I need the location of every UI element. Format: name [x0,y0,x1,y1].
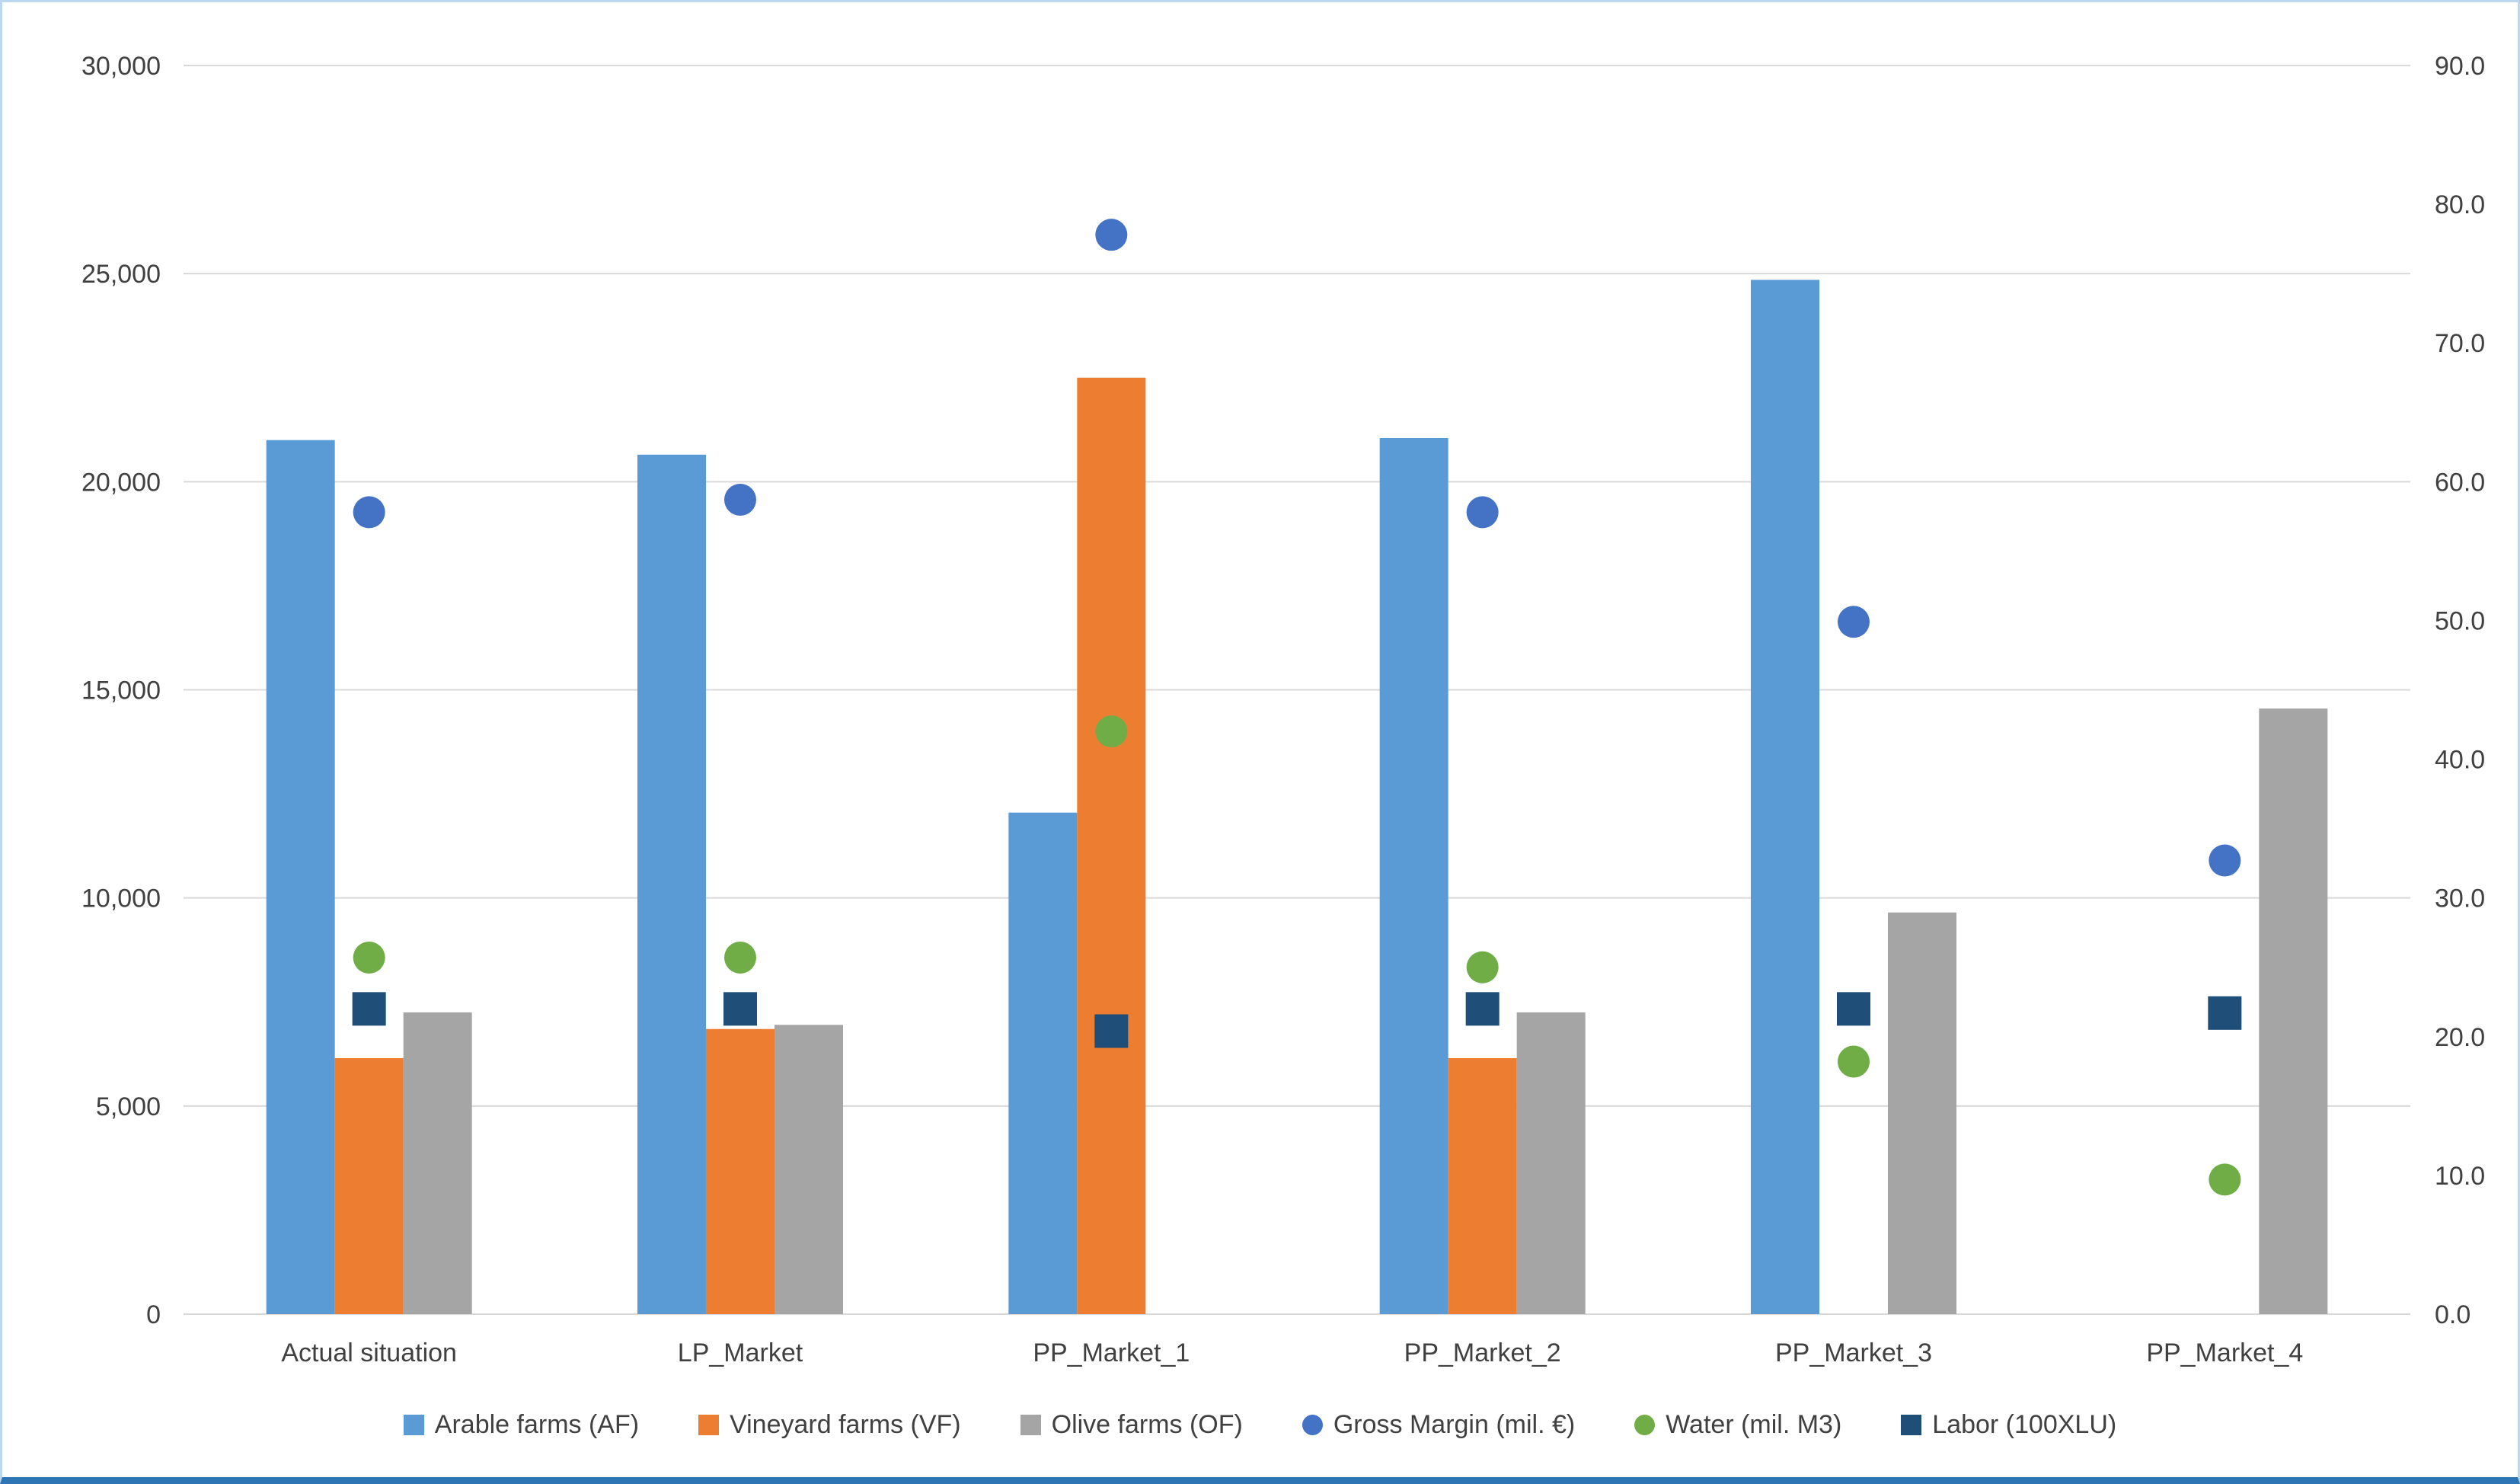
bar-olive-farms-of [403,1012,472,1314]
legend-label: Arable farms (AF) [434,1410,640,1439]
marker-labor-100xlu [723,992,757,1026]
x-axis-category-label: PP_Market_4 [2146,1338,2303,1367]
legend-marker-arable-farms-af-icon [403,1415,424,1435]
right-axis-tick-label: 60.0 [2435,468,2485,497]
legend-item: Arable farms (AF) [403,1410,640,1440]
legend-marker-olive-farms-of-icon [1020,1415,1041,1435]
marker-labor-100xlu [2208,996,2242,1030]
right-axis-tick-label: 0.0 [2435,1300,2470,1329]
marker-water-mil-m3 [2209,1163,2241,1196]
right-axis-tick-label: 30.0 [2435,884,2485,913]
x-axis-category-label: PP_Market_3 [1775,1338,1932,1367]
bar-olive-farms-of [1888,912,1956,1314]
marker-water-mil-m3 [1466,951,1499,983]
left-axis-tick-label: 5,000 [96,1092,161,1121]
x-axis-category-label: PP_Market_1 [1033,1338,1190,1367]
marker-labor-100xlu [352,992,386,1026]
legend-item: Water (mil. M3) [1634,1410,1841,1440]
x-axis-category-label: LP_Market [678,1338,803,1367]
right-axis-tick-label: 80.0 [2435,190,2485,219]
right-axis-tick-label: 40.0 [2435,746,2485,775]
bar-arable-farms-af [637,454,706,1314]
right-axis-tick-label: 90.0 [2435,52,2485,81]
marker-labor-100xlu [1094,1014,1129,1048]
marker-gross-margin-mil [724,484,756,517]
left-axis-tick-label: 20,000 [81,468,161,497]
x-axis-category-label: PP_Market_2 [1404,1338,1561,1367]
right-axis-tick-label: 50.0 [2435,606,2485,635]
marker-gross-margin-mil [353,496,385,529]
marker-water-mil-m3 [1838,1045,1870,1078]
bar-arable-farms-af [1379,437,1448,1315]
marker-water-mil-m3 [1095,715,1128,748]
bar-arable-farms-af [266,440,335,1315]
marker-water-mil-m3 [353,941,385,974]
marker-labor-100xlu [1837,992,1870,1026]
bar-olive-farms-of [1516,1012,1586,1314]
legend-marker-labor-100xlu-icon [1901,1415,1922,1435]
bar-arable-farms-af [1008,812,1078,1314]
legend-label: Gross Margin (mil. €) [1333,1410,1576,1439]
right-axis-tick-label: 70.0 [2435,329,2485,358]
bar-vineyard-farms-vf [1448,1058,1517,1314]
legend-marker-vineyard-farms-vf-icon [698,1415,720,1435]
left-axis-tick-label: 15,000 [81,676,161,705]
marker-water-mil-m3 [724,941,756,974]
marker-gross-margin-mil [1466,496,1499,529]
left-axis-tick-label: 10,000 [81,884,161,913]
marker-gross-margin-mil [1095,219,1128,251]
marker-gross-margin-mil [2209,844,2241,877]
left-axis-tick-label: 0 [146,1300,161,1329]
legend-marker-gross-margin-mil-icon [1302,1415,1323,1435]
legend-label: Labor (100XLU) [1932,1410,2117,1439]
marker-gross-margin-mil [1838,606,1870,638]
bar-olive-farms-of [775,1025,843,1314]
legend-item: Vineyard farms (VF) [698,1410,961,1440]
chart-legend: Arable farms (AF) Vineyard farms (VF) Oliv… [2,1410,2518,1440]
legend-item: Gross Margin (mil. €) [1302,1410,1575,1440]
legend-marker-water-mil-m3-icon [1634,1415,1656,1435]
bar-olive-farms-of [2259,708,2328,1314]
legend-label: Olive farms (OF) [1051,1410,1243,1439]
legend-item: Olive farms (OF) [1020,1410,1243,1440]
left-axis-tick-label: 25,000 [81,260,161,289]
marker-labor-100xlu [1465,992,1500,1026]
bar-vineyard-farms-vf [1077,377,1146,1314]
right-axis-tick-label: 20.0 [2435,1023,2485,1052]
x-axis-category-label: Actual situation [281,1338,457,1367]
bar-arable-farms-af [1751,280,1819,1314]
bar-vineyard-farms-vf [706,1028,775,1314]
left-axis-tick-label: 30,000 [81,52,161,81]
legend-item: Labor (100XLU) [1901,1410,2116,1440]
legend-label: Water (mil. M3) [1666,1410,1842,1439]
bar-vineyard-farms-vf [334,1058,404,1314]
legend-label: Vineyard farms (VF) [730,1410,961,1439]
right-axis-tick-label: 10.0 [2435,1162,2485,1191]
